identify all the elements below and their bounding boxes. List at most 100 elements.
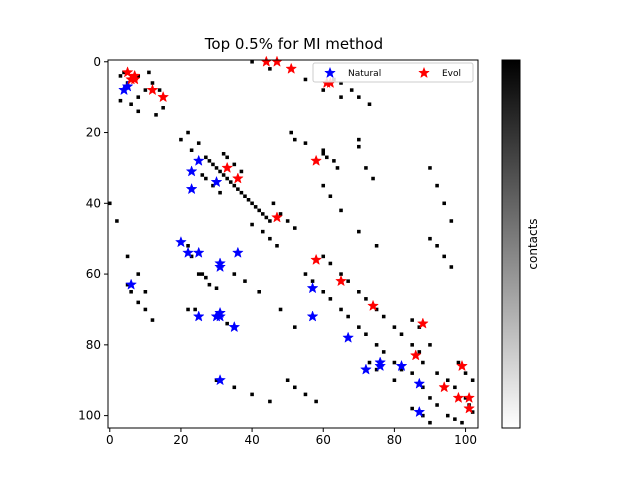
evol-marker: [409, 349, 422, 361]
contact-cell: [421, 360, 425, 365]
contact-cell: [463, 371, 468, 375]
contact-cell: [218, 190, 222, 195]
x-tick-label: 20: [173, 433, 188, 447]
chart-title: Top 0.5% for MI method: [204, 35, 383, 53]
contact-cell: [364, 332, 368, 336]
contact-cell: [364, 297, 368, 301]
contact-cell: [435, 371, 439, 375]
evol-marker: [128, 73, 141, 85]
contact-cell: [374, 307, 379, 312]
contact-cell: [136, 272, 141, 276]
evol-marker: [463, 402, 476, 414]
contact-cell: [303, 272, 308, 276]
contact-cell: [268, 399, 272, 404]
natural-marker: [192, 154, 205, 166]
contact-cell: [239, 169, 244, 174]
natural-marker: [413, 377, 426, 389]
y-tick-label: 0: [93, 55, 101, 69]
contact-cell: [257, 208, 261, 213]
contact-cell: [303, 141, 308, 145]
contact-cell: [367, 360, 372, 365]
contact-cell: [193, 307, 197, 312]
contact-cell: [136, 109, 141, 114]
contact-cell: [421, 413, 425, 418]
contact-cell: [179, 137, 183, 142]
contact-cell: [346, 314, 350, 319]
contact-cell: [445, 378, 450, 382]
contact-cell: [225, 176, 229, 181]
evol-marker: [367, 299, 379, 311]
contact-cell: [460, 420, 464, 425]
contact-cell: [186, 130, 190, 135]
contact-cell: [289, 130, 293, 135]
contact-cell: [293, 385, 297, 390]
contact-cell: [456, 360, 461, 365]
contact-cell: [147, 70, 151, 75]
natural-marker: [192, 246, 205, 258]
x-tick-label: 0: [106, 433, 114, 447]
contact-cell: [410, 318, 414, 322]
contact-cell: [321, 254, 326, 259]
contact-cell: [211, 183, 215, 188]
evol-marker: [463, 391, 476, 403]
contact-cell: [232, 183, 237, 188]
contact-cell: [196, 141, 201, 145]
contact-cell: [453, 417, 457, 421]
contact-cell: [214, 166, 219, 170]
contact-cell: [463, 396, 468, 400]
contact-cell: [374, 367, 379, 372]
contact-cell: [200, 272, 205, 276]
evol-marker: [456, 359, 468, 372]
natural-marker: [413, 405, 426, 418]
contact-cell: [204, 275, 208, 280]
y-tick-label: 80: [86, 338, 101, 352]
contact-cell: [470, 410, 475, 414]
evol-marker: [285, 62, 298, 74]
contact-cell: [246, 198, 251, 202]
contact-cell: [118, 98, 123, 103]
contact-cell: [122, 70, 126, 75]
colorbar: [501, 59, 521, 429]
contact-cell: [328, 261, 333, 266]
evol-marker: [271, 211, 283, 223]
contact-cell: [189, 254, 194, 259]
contact-cell: [293, 325, 297, 329]
natural-marker: [214, 306, 226, 319]
contact-cell: [357, 144, 361, 149]
contact-cell: [196, 272, 201, 276]
natural-marker: [228, 320, 241, 333]
contact-cell: [332, 159, 336, 163]
contact-cell: [364, 166, 368, 170]
contact-cell: [214, 378, 219, 382]
evol-marker: [310, 154, 323, 166]
contact-cell: [200, 173, 205, 177]
evol-marker: [221, 161, 234, 173]
contact-cell: [228, 180, 233, 184]
contact-cell: [328, 297, 333, 301]
legend-natural-label: Natural: [348, 69, 381, 79]
contact-cell: [129, 290, 133, 294]
contact-cell: [357, 95, 361, 99]
contact-cell: [470, 378, 475, 382]
contact-cell: [186, 307, 190, 312]
contact-cell: [225, 321, 229, 326]
evol-marker: [335, 274, 347, 287]
contact-cell: [204, 155, 208, 160]
contact-cell: [136, 300, 141, 305]
contact-cell: [357, 229, 361, 234]
contact-cell: [161, 106, 165, 110]
markers-layer: [118, 55, 476, 418]
contact-cell: [428, 166, 432, 170]
contact-cell: [250, 392, 254, 397]
natural-marker: [182, 246, 194, 258]
contact-cell: [421, 385, 425, 390]
contact-cell: [435, 403, 439, 407]
contact-cell: [325, 155, 329, 160]
natural-marker: [360, 363, 372, 375]
contact-cell: [410, 371, 414, 375]
contact-cell: [417, 325, 422, 329]
y-axis: 0 20 40 60 80 100: [78, 55, 108, 423]
contact-cell: [428, 420, 432, 425]
contact-cell: [392, 360, 397, 365]
